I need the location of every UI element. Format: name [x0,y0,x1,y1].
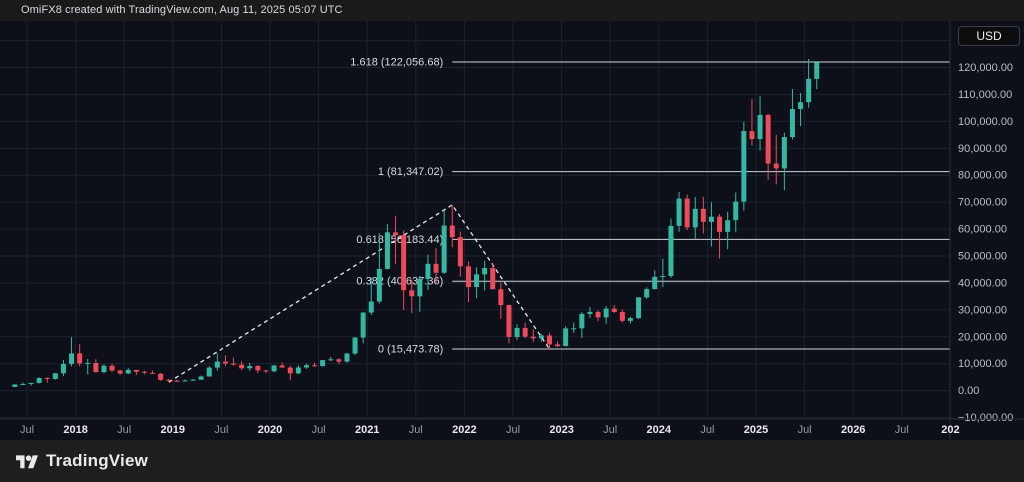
attribution-bar: OmiFX8 created with TradingView.com, Aug… [0,0,1024,21]
trendline[interactable] [168,203,550,383]
chart-area: 1.618 (122,056.68) 1 (81,347.02) 0.618 (56… [0,21,1024,440]
fib-retracement[interactable]: 1.618 (122,056.68) 1 (81,347.02) 0.618 (56… [350,56,950,356]
time-axis-label: 2022 [452,424,476,436]
fib-level-label: 0.618 (56,183.44) [356,234,443,246]
price-axis-label: 0.00 [958,385,979,397]
currency-button[interactable]: USD [958,26,1020,46]
price-axis[interactable]: 120,000.00 110,000.00 100,000.00 90,000.00 8… [949,21,1013,440]
price-axis-label: 20,000.00 [958,331,1007,343]
time-axis-label: 2023 [549,424,573,436]
fib-level-label: 1.618 (122,056.68) [350,56,443,68]
time-axis[interactable]: Jul 2018 Jul 2019 Jul 2020 Jul 2021 Jul 2022 Jul 20… [0,418,1024,436]
candlesticks [12,58,820,388]
time-axis-label: Jul [700,424,714,436]
tradingview-logo-link[interactable]: TradingView [16,451,148,471]
price-axis-label: −10,000.00 [958,412,1013,424]
time-axis-label: Jul [409,424,423,436]
time-axis-label: 2020 [258,424,282,436]
chart-canvas[interactable]: 1.618 (122,056.68) 1 (81,347.02) 0.618 (56… [0,21,1024,440]
time-axis-label: Jul [117,424,131,436]
price-axis-label: 80,000.00 [958,170,1007,182]
price-axis-label: 90,000.00 [958,143,1007,155]
attribution-text: OmiFX8 created with TradingView.com, Aug… [21,4,343,16]
footer-bar: TradingView [0,440,1024,482]
time-axis-label: 2021 [355,424,379,436]
time-axis-label: Jul [312,424,326,436]
price-axis-label: 100,000.00 [958,116,1013,128]
price-axis-label: 120,000.00 [958,62,1013,74]
time-axis-label: Jul [603,424,617,436]
time-axis-label: Jul [506,424,520,436]
fib-level-label: 0 (15,473.78) [378,344,443,356]
grid-lines [0,21,950,419]
time-axis-label: 2026 [841,424,865,436]
time-axis-label: Jul [20,424,34,436]
price-axis-label: 50,000.00 [958,251,1007,263]
time-axis-label: Jul [214,424,228,436]
price-axis-label: 60,000.00 [958,224,1007,236]
price-axis-label: 110,000.00 [958,89,1012,101]
time-axis-label: Jul [798,424,812,436]
time-axis-label: 202 [941,424,959,436]
time-axis-label: 2018 [63,424,87,436]
time-axis-label: 2019 [161,424,185,436]
price-axis-label: 40,000.00 [958,277,1007,289]
price-axis-label: 70,000.00 [958,197,1007,209]
price-axis-label: 10,000.00 [958,358,1007,370]
time-axis-label: 2024 [647,424,672,436]
tradingview-brand-text: TradingView [46,451,149,470]
fib-level-label: 1 (81,347.02) [378,166,443,178]
time-axis-label: 2025 [744,424,768,436]
price-axis-label: 30,000.00 [958,304,1007,316]
time-axis-label: Jul [895,424,909,436]
tradingview-logo-icon [16,454,38,468]
